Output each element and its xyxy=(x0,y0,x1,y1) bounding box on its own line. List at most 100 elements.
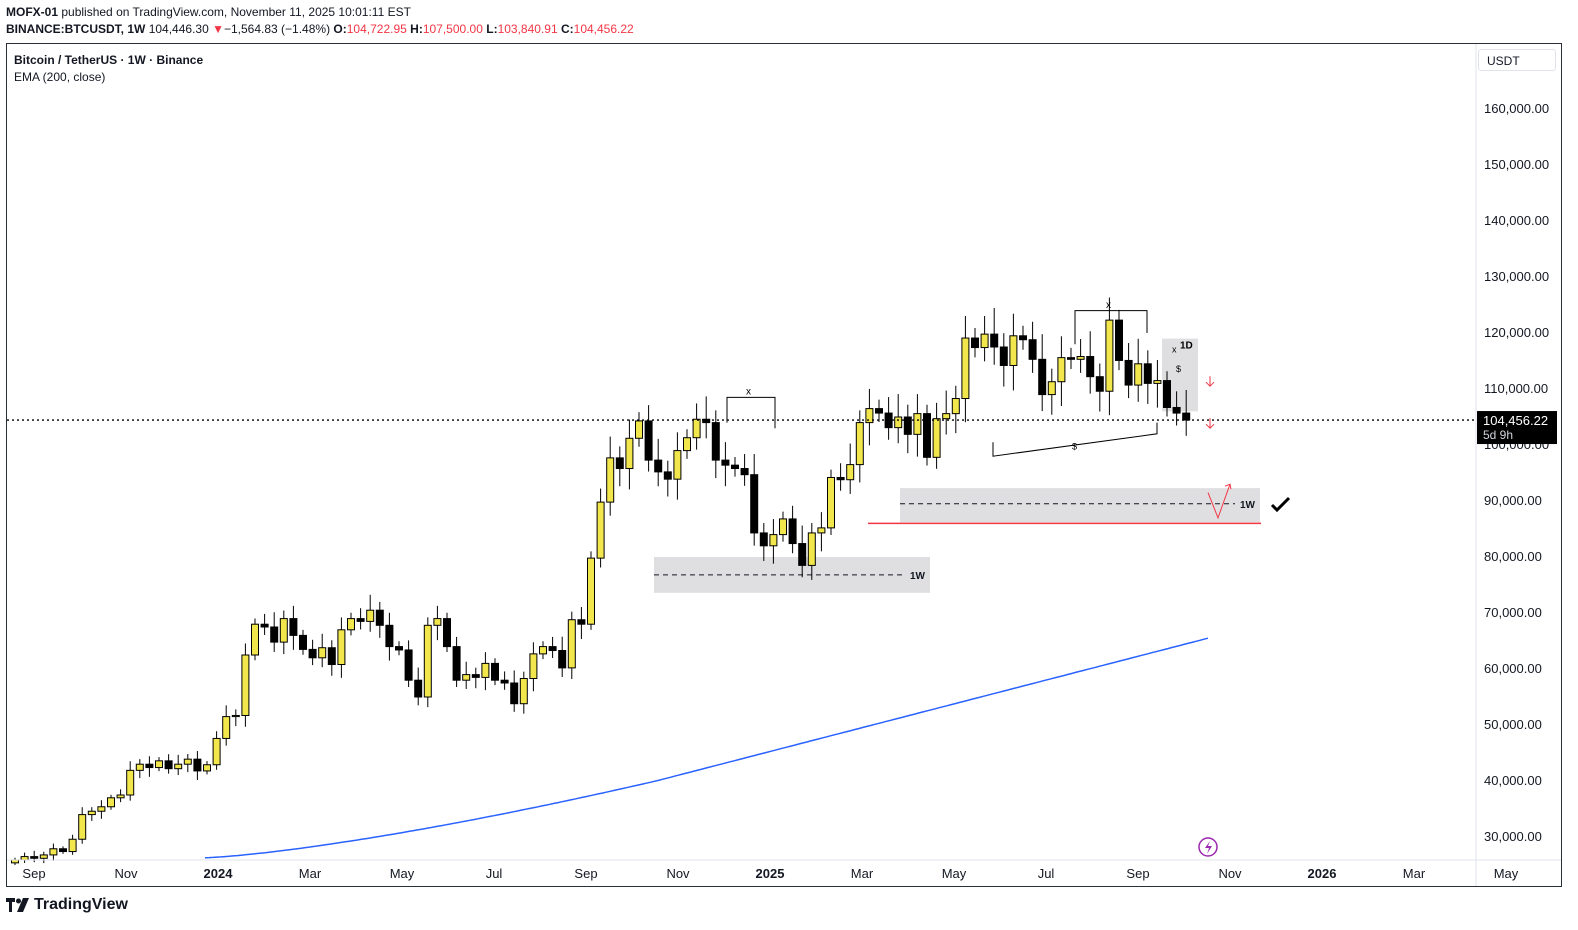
candle xyxy=(539,641,547,660)
swing-high-marker xyxy=(726,396,776,429)
bear-candle-body xyxy=(548,646,557,652)
tradingview-logo[interactable]: TradingView xyxy=(6,896,128,914)
candle xyxy=(1143,350,1152,404)
bull-candle-body xyxy=(894,416,903,429)
candle xyxy=(625,419,634,490)
y-tick-label: 40,000.00 xyxy=(1484,773,1542,788)
candle xyxy=(750,453,759,546)
bear-candle-body xyxy=(452,646,461,681)
x-tick-label: Mar xyxy=(851,866,874,881)
candle xyxy=(1047,368,1056,415)
bull-candle-body xyxy=(519,678,528,705)
symbol-label: BINANCE:BTCUSDT, 1W xyxy=(6,22,146,36)
bull-candle-body xyxy=(231,714,240,718)
candle xyxy=(452,636,461,688)
candle xyxy=(183,753,192,773)
bull-candle-body xyxy=(865,408,874,424)
bull-candle-body xyxy=(241,654,250,716)
zone-label: 1W xyxy=(1240,500,1256,511)
y-tick-label: 60,000.00 xyxy=(1484,661,1542,676)
candle xyxy=(683,429,691,459)
candle xyxy=(673,432,682,500)
x-tick-label: 2025 xyxy=(756,866,785,881)
bull-candle-body xyxy=(1009,335,1018,366)
x-tick-label: Mar xyxy=(299,866,322,881)
candle xyxy=(270,612,279,652)
x-tick-label: Sep xyxy=(1126,866,1149,881)
current-price-label: 104,456.22 xyxy=(1483,413,1548,428)
candle xyxy=(884,397,893,440)
bull-candle-body xyxy=(769,534,778,547)
candle xyxy=(1124,343,1133,399)
candle xyxy=(1028,321,1037,373)
candle xyxy=(279,610,288,655)
candle xyxy=(443,612,451,652)
bear-candle-body xyxy=(510,682,519,705)
open-value: 104,722.95 xyxy=(346,22,407,36)
candle xyxy=(327,640,336,676)
bull-candle-body xyxy=(203,764,211,772)
candle xyxy=(395,641,403,656)
bull-candle-body xyxy=(347,618,355,631)
bear-candle-body xyxy=(1095,376,1104,392)
legend-title[interactable]: Bitcoin / TetherUS · 1W · Binance xyxy=(14,53,204,67)
y-tick-label: 160,000.00 xyxy=(1484,101,1549,116)
bull-candle-body xyxy=(433,618,442,626)
candle xyxy=(251,618,259,661)
bull-candle-body xyxy=(68,838,77,853)
bull-candle-body xyxy=(49,848,58,856)
bull-candle-body xyxy=(932,418,941,458)
candle xyxy=(39,851,48,864)
candle xyxy=(644,405,653,472)
candle xyxy=(289,605,298,650)
x-tick-label: 2024 xyxy=(204,866,234,881)
bull-candle-body xyxy=(212,737,221,766)
candle xyxy=(894,394,903,444)
candle xyxy=(999,333,1008,387)
candle xyxy=(548,636,557,658)
candle xyxy=(78,807,87,844)
x-tick-label: Sep xyxy=(22,866,45,881)
bear-candle-body xyxy=(990,333,999,348)
candle xyxy=(932,402,941,469)
low-label: L: xyxy=(486,22,498,36)
candle xyxy=(846,443,855,494)
candle xyxy=(587,551,595,630)
countdown-label: 5d 9h xyxy=(1483,428,1513,442)
candle xyxy=(692,403,701,450)
high-label: H: xyxy=(410,22,423,36)
bull-candle-body xyxy=(78,814,87,840)
bear-candle-body xyxy=(721,459,730,466)
candle xyxy=(471,667,480,689)
candle xyxy=(1086,331,1095,394)
currency-button[interactable]: USDT xyxy=(1478,49,1556,71)
x-tick-label: May xyxy=(390,866,415,881)
x-tick-label: Jul xyxy=(1038,866,1055,881)
candle xyxy=(491,658,499,686)
candle xyxy=(635,412,643,447)
bear-candle-body xyxy=(999,346,1008,366)
candle xyxy=(1115,309,1123,371)
candle xyxy=(318,633,327,668)
bear-candle-body xyxy=(798,543,807,566)
bull-candle-body xyxy=(366,609,375,622)
last-price: 104,446.30 xyxy=(148,22,209,36)
y-tick-label: 130,000.00 xyxy=(1484,269,1549,284)
bear-candle-body xyxy=(59,848,67,853)
bull-candle-body xyxy=(1134,363,1143,386)
legend-indicator[interactable]: EMA (200, close) xyxy=(14,70,106,84)
projection-arrowhead-icon xyxy=(1224,483,1232,490)
candle xyxy=(49,843,58,861)
candle xyxy=(222,705,231,746)
candle xyxy=(702,396,711,439)
candle xyxy=(942,390,951,435)
bull-candle-body xyxy=(462,674,471,681)
high-value: 107,500.00 xyxy=(422,22,483,36)
bull-candle-body xyxy=(913,413,922,435)
y-tick-label: 50,000.00 xyxy=(1484,717,1542,732)
x-tick-label: May xyxy=(942,866,967,881)
bear-candle-body xyxy=(1143,363,1152,384)
bull-candle-body xyxy=(318,647,327,659)
chart-frame xyxy=(6,43,1562,887)
